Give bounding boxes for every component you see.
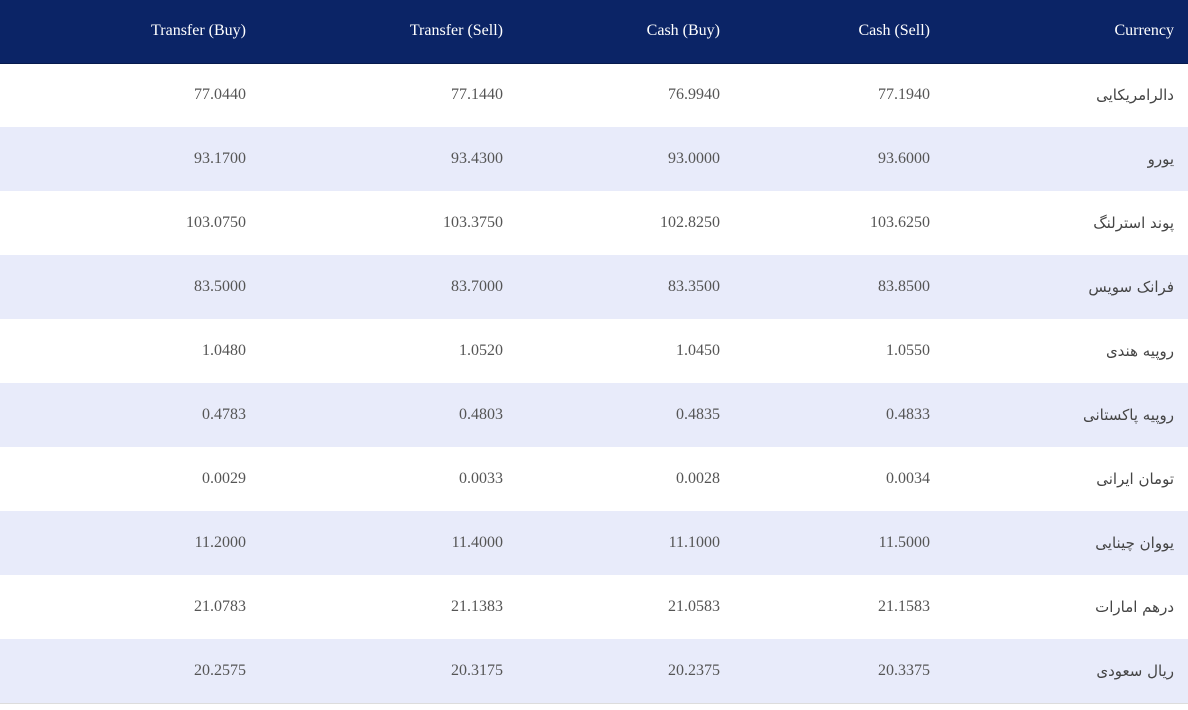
cell-currency: روپیه هندی: [1105, 342, 1174, 360]
cell-transfer-sell: 0.0033: [459, 470, 503, 487]
cell-currency: درهم امارات: [1095, 598, 1174, 616]
header-currency: Currency: [930, 0, 1188, 64]
cell-currency: دالرامریکایی: [1096, 86, 1174, 105]
cell-transfer-sell: 21.1383: [451, 598, 503, 615]
cell-transfer-buy: 83.5000: [194, 278, 246, 295]
cell-cash-buy: 0.4835: [676, 406, 720, 423]
cell-transfer-buy: 77.0440: [194, 86, 246, 104]
cell-currency: یورو: [1147, 150, 1174, 168]
table-row: 20.2575 20.3175 20.2375 20.3375 ریال سعودی: [0, 639, 1188, 704]
cell-cash-sell: 83.8500: [878, 278, 930, 295]
cell-currency: پوند استرلنگ: [1093, 214, 1174, 232]
cell-cash-buy: 93.0000: [668, 150, 720, 167]
cell-cash-sell: 21.1583: [878, 598, 930, 615]
cell-transfer-sell: 20.3175: [246, 639, 503, 704]
cell-currency: روپیه پاکستانی: [1082, 406, 1174, 424]
cell-transfer-sell: 77.1440: [451, 86, 503, 104]
header-cash-buy: Cash (Buy): [503, 0, 720, 64]
cell-currency: یووان چینایی: [1095, 534, 1174, 552]
table-header: Transfer (Buy) Transfer (Sell) Cash (Buy…: [0, 0, 1188, 64]
cell-cash-sell: 0.4833: [886, 406, 930, 423]
table-row: 103.0750 103.3750 102.8250 103.6250 پوند است…: [0, 191, 1188, 255]
cell-cash-sell: 0.0034: [886, 470, 930, 487]
cell-cash-buy: 0.0028: [676, 470, 720, 487]
header-row: Transfer (Buy) Transfer (Sell) Cash (Buy…: [0, 0, 1188, 64]
cell-cash-buy: 76.9940: [668, 86, 720, 104]
cell-transfer-buy: 21.0783: [194, 598, 246, 615]
cell-cash-sell: 93.6000: [878, 150, 930, 167]
cell-transfer-sell: 11.4000: [451, 534, 503, 551]
cell-transfer-sell: 0.4803: [459, 406, 503, 423]
cell-transfer-buy: 20.2575: [0, 639, 246, 704]
table-row: 83.5000 83.7000 83.3500 83.8500 فرانک سویس: [0, 255, 1188, 319]
table-row: 21.0783 21.1383 21.0583 21.1583 درهم امارات: [0, 575, 1188, 639]
cell-currency: فرانک سویس: [1088, 278, 1174, 296]
header-transfer-sell: Transfer (Sell): [246, 0, 503, 64]
table-row: 0.0029 0.0033 0.0028 0.0034 تومان ایرانی: [0, 447, 1188, 511]
header-cash-sell: Cash (Sell): [720, 0, 930, 64]
cell-transfer-buy: 0.4783: [202, 406, 246, 423]
header-transfer-buy: Transfer (Buy): [0, 0, 246, 64]
table-row: 93.1700 93.4300 93.0000 93.6000 یورو: [0, 127, 1188, 191]
cell-cash-sell: 11.5000: [878, 534, 930, 551]
table-body: 77.0440 77.1440 76.9940 77.1940 دالرامریکایی…: [0, 63, 1188, 704]
cell-cash-sell: 1.0550: [886, 342, 930, 359]
cell-transfer-sell: 1.0520: [459, 342, 503, 359]
cell-transfer-buy: 11.2000: [194, 534, 246, 551]
cell-currency: تومان ایرانی: [1096, 470, 1174, 488]
cell-cash-buy: 102.8250: [660, 214, 720, 231]
table-row: 11.2000 11.4000 11.1000 11.5000 یووان چینایی: [0, 511, 1188, 575]
table-row: 77.0440 77.1440 76.9940 77.1940 دالرامریکایی: [0, 63, 1188, 127]
cell-currency: ریال سعودی: [930, 639, 1188, 704]
cell-transfer-buy: 0.0029: [202, 470, 246, 487]
table-row: 1.0480 1.0520 1.0450 1.0550 روپیه هندی: [0, 319, 1188, 383]
cell-transfer-buy: 93.1700: [194, 150, 246, 167]
cell-cash-sell: 77.1940: [878, 86, 930, 104]
cell-transfer-buy: 103.0750: [186, 214, 246, 231]
cell-cash-buy: 83.3500: [668, 278, 720, 295]
cell-cash-sell: 103.6250: [870, 214, 930, 231]
cell-transfer-sell: 103.3750: [443, 214, 503, 231]
cell-cash-buy: 11.1000: [668, 534, 720, 551]
cell-cash-buy: 1.0450: [676, 342, 720, 359]
cell-transfer-sell: 83.7000: [451, 278, 503, 295]
cell-cash-buy: 21.0583: [668, 598, 720, 615]
cell-transfer-buy: 1.0480: [202, 342, 246, 359]
cell-transfer-sell: 93.4300: [451, 150, 503, 167]
cell-cash-buy: 20.2375: [503, 639, 720, 704]
cell-cash-sell: 20.3375: [720, 639, 930, 704]
table-row: 0.4783 0.4803 0.4835 0.4833 روپیه پاکستانی: [0, 383, 1188, 447]
